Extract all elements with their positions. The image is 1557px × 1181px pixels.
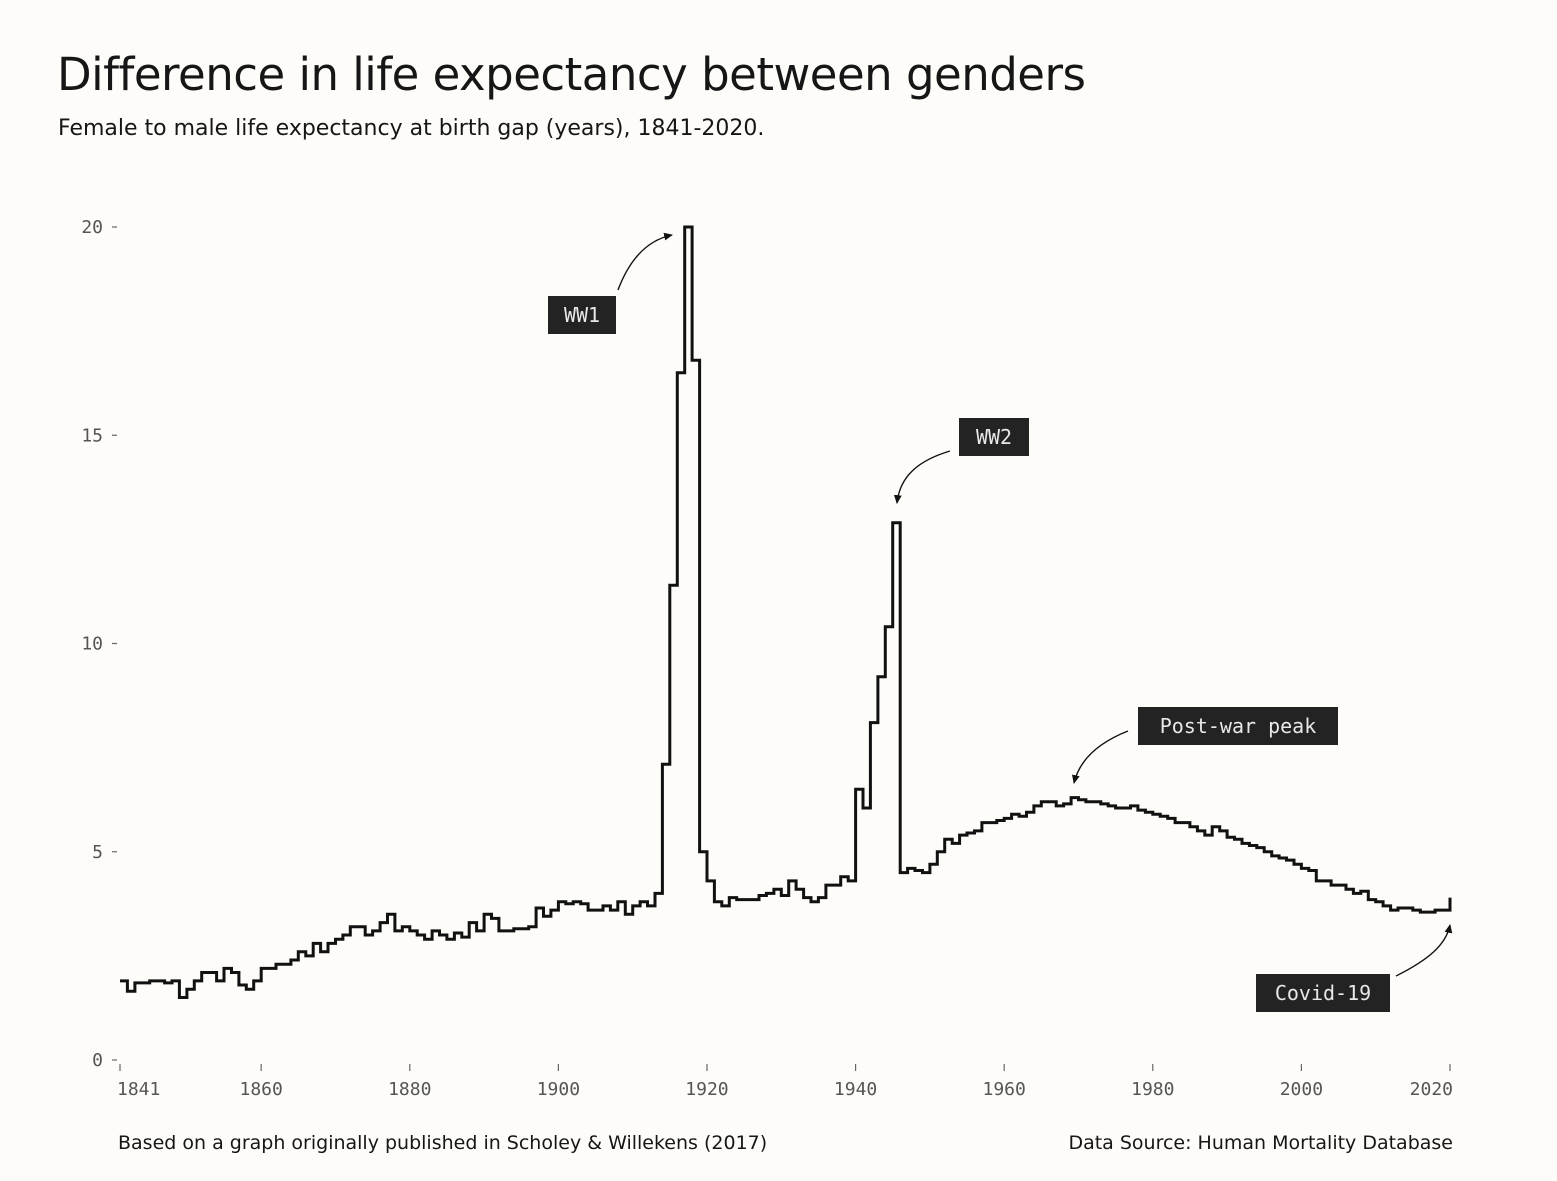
annotation-arrow [893, 450, 951, 504]
chart-subtitle: Female to male life expectancy at birth … [58, 116, 765, 141]
annotation-label: WW2 [976, 425, 1012, 449]
annotation-arrow [1395, 924, 1453, 977]
y-tick-label: 20 [81, 217, 103, 238]
y-tick-label: 5 [92, 842, 103, 863]
annotation-layer: WW1 WW2 Post-war peak Covid-19 [548, 232, 1453, 1012]
y-tick-label: 15 [81, 425, 103, 446]
x-tick-label: 2000 [1280, 1079, 1323, 1100]
annotation-ww1: WW1 [548, 232, 673, 334]
x-tick-label: 1980 [1131, 1079, 1174, 1100]
x-tick-label: 1841 [117, 1079, 160, 1100]
x-tick-label: 1940 [834, 1079, 877, 1100]
annotation-label: Post-war peak [1160, 714, 1317, 738]
footer-credit: Based on a graph originally published in… [118, 1132, 768, 1154]
x-axis: 1841 1860 1880 1900 1920 1940 1960 1980 2000 2020 [117, 1064, 1453, 1100]
y-tick-label: 10 [81, 634, 103, 655]
annotation-box [959, 418, 1029, 456]
y-axis: 0 5 10 15 20 [81, 217, 117, 1071]
life-expectancy-gap-line [120, 225, 1452, 999]
annotation-covid-19: Covid-19 [1256, 924, 1453, 1012]
x-tick-label: 1880 [388, 1079, 431, 1100]
annotation-box [1138, 707, 1338, 745]
annotation-ww2: WW2 [893, 418, 1029, 504]
annotation-label: WW1 [564, 303, 600, 327]
annotation-box [548, 296, 616, 334]
y-tick-label: 0 [92, 1050, 103, 1071]
annotation-post-war-peak: Post-war peak [1072, 707, 1338, 784]
x-tick-label: 1900 [537, 1079, 580, 1100]
x-tick-label: 1920 [685, 1079, 728, 1100]
x-tick-label: 1860 [239, 1079, 282, 1100]
chart-title: Difference in life expectancy between ge… [57, 48, 1086, 101]
x-tick-label: 1960 [983, 1079, 1026, 1100]
x-tick-label: 2020 [1410, 1079, 1453, 1100]
series-layer [120, 225, 1452, 999]
footer-data-source: Data Source: Human Mortality Database [1068, 1132, 1453, 1154]
annotation-label: Covid-19 [1275, 981, 1371, 1005]
annotation-arrow [1072, 730, 1129, 784]
annotation-arrow [617, 232, 673, 291]
annotation-box [1256, 974, 1390, 1012]
